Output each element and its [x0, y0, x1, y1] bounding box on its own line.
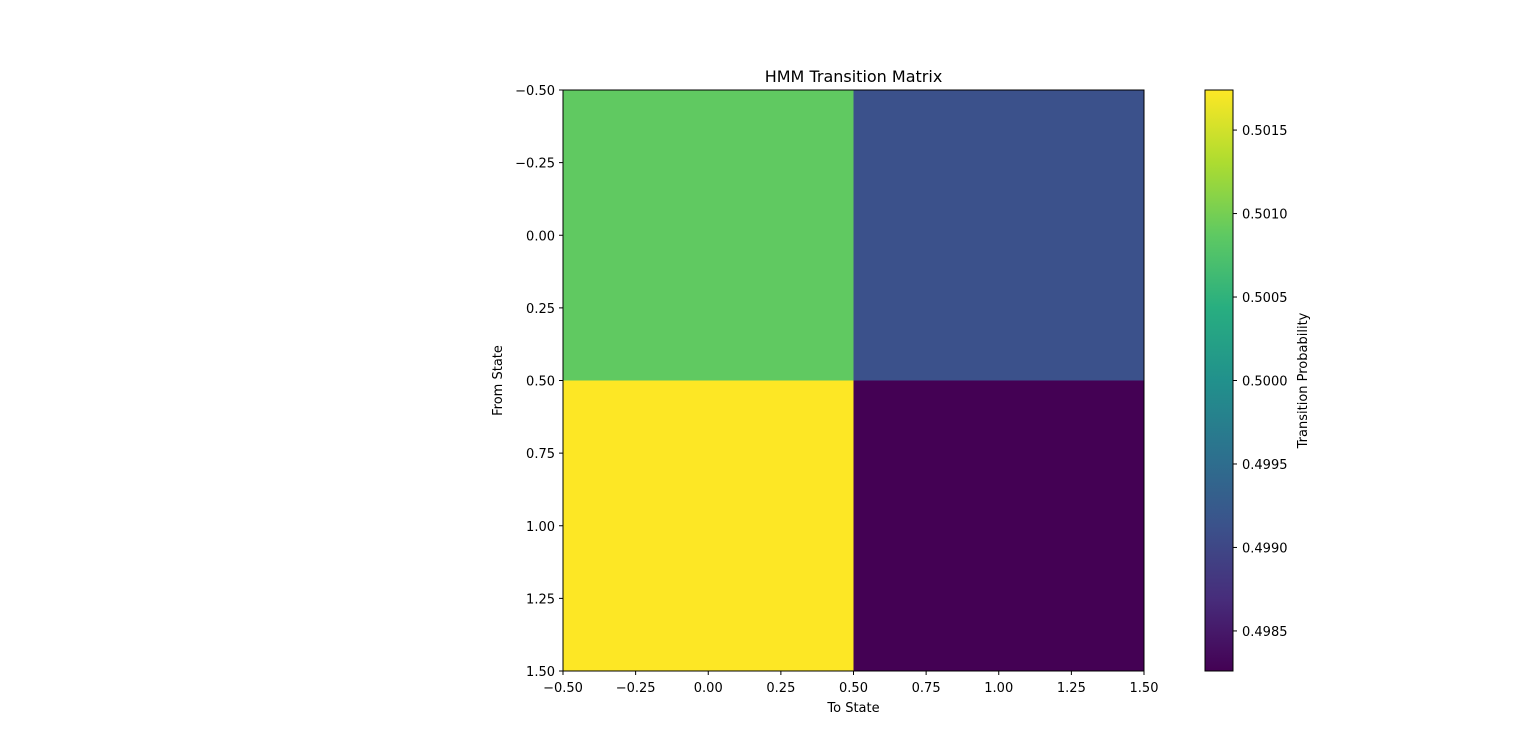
x-tick-label: 0.00 — [694, 681, 723, 696]
colorbar-label: Transition Probability — [1296, 312, 1311, 449]
y-tick-label: 1.25 — [526, 592, 555, 607]
x-tick-label: 1.00 — [984, 681, 1013, 696]
y-axis-label: From State — [491, 345, 506, 416]
heatmap-cell — [853, 90, 1144, 381]
x-axis-label: To State — [826, 701, 879, 716]
x-tick-label: 0.50 — [839, 681, 868, 696]
chart-title: HMM Transition Matrix — [765, 67, 943, 86]
x-tick-label: 1.50 — [1130, 681, 1159, 696]
y-tick-label: 1.50 — [526, 665, 555, 680]
y-tick-label: −0.50 — [515, 84, 555, 99]
y-tick-label: 0.75 — [526, 447, 555, 462]
y-tick-label: −0.25 — [515, 157, 555, 172]
y-tick-label: 0.50 — [526, 375, 555, 390]
colorbar-tick-label: 0.4990 — [1242, 541, 1288, 556]
colorbar-tick-label: 0.5010 — [1242, 208, 1288, 223]
y-tick-label: 1.00 — [526, 520, 555, 535]
colorbar — [1204, 89, 1234, 672]
colorbar-tick-label: 0.4985 — [1242, 625, 1288, 640]
x-tick-label: −0.25 — [616, 681, 656, 696]
heatmap-cell — [563, 380, 854, 671]
heatmap-cell — [853, 380, 1144, 671]
x-tick-label: 0.75 — [912, 681, 941, 696]
colorbar-tick-label: 0.5000 — [1242, 375, 1288, 390]
colorbar-ticks: 0.4985 0.4990 0.4995 0.5000 0.5005 0.5010 0.50… — [1233, 124, 1288, 640]
heatmap-cells — [563, 90, 1144, 671]
y-tick-label: 0.25 — [526, 302, 555, 317]
x-tick-label: 1.25 — [1057, 681, 1086, 696]
x-tick-label: −0.50 — [543, 681, 583, 696]
colorbar-tick-label: 0.4995 — [1242, 458, 1288, 473]
y-tick-label: 0.00 — [526, 229, 555, 244]
colorbar-tick-label: 0.5015 — [1242, 124, 1288, 139]
colorbar-tick-label: 0.5005 — [1242, 291, 1288, 306]
y-axis-ticks: −0.50 −0.25 0.00 0.25 0.50 0.75 1.00 1.25 1.50 — [515, 84, 563, 680]
x-tick-label: 0.25 — [766, 681, 795, 696]
x-axis-ticks: −0.50 −0.25 0.00 0.25 0.50 0.75 1.00 1.25 1.50 — [543, 671, 1158, 696]
heatmap-cell — [563, 90, 854, 381]
